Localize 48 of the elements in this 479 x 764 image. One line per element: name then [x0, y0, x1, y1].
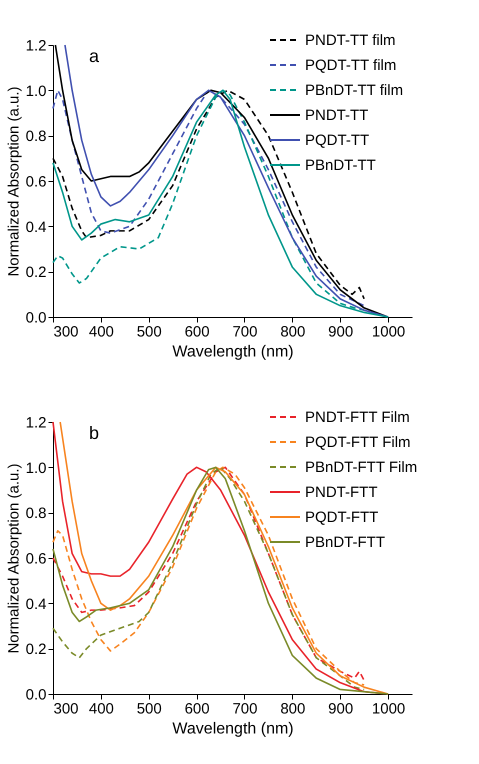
y-tick-label: 0.4: [26, 596, 46, 613]
x-tick-label: 700: [232, 700, 258, 718]
legend-label: PQDT-TT: [305, 132, 370, 149]
x-tick-label: 700: [232, 324, 258, 340]
x-tick-label: 900: [328, 324, 354, 340]
x-tick-label: 600: [184, 324, 210, 340]
legend-label: PQDT-TT film: [305, 57, 396, 74]
x-tick-label: 1000: [372, 700, 406, 718]
y-tick-label: 0.8: [26, 128, 46, 146]
x-tick-label: 600: [184, 700, 210, 718]
y-axis-title: Normalized Absorption (a.u.): [6, 86, 23, 277]
y-tick-label: 1.2: [26, 38, 46, 54]
x-tick-label: 800: [280, 324, 306, 340]
annotation: b: [89, 423, 100, 443]
y-tick-label: 0.2: [26, 264, 46, 282]
y-axis-title: Normalized Absorption (a.u.): [6, 463, 23, 654]
y-tick-label: 1.0: [26, 82, 46, 100]
legend-label: PNDT-FTT: [305, 484, 378, 501]
legend-label: PNDT-TT: [305, 107, 368, 124]
y-tick-label: 1.0: [26, 460, 46, 477]
x-tick-label: 400: [88, 700, 114, 718]
y-tick-label: 0.8: [26, 505, 46, 522]
y-tick-label: 0.0: [26, 310, 46, 326]
annotation: a: [89, 46, 100, 66]
y-tick-label: 0.0: [26, 686, 46, 704]
y-tick-label: 0.2: [26, 641, 46, 658]
legend-label: PQDT-FTT: [305, 509, 378, 526]
y-tick-label: 0.4: [26, 218, 46, 236]
x-tick-label: 800: [280, 700, 306, 718]
y-tick-label: 0.6: [26, 174, 46, 190]
legend-label: PBnDT-TT film: [305, 82, 404, 99]
x-tick-label: 1000: [372, 324, 406, 340]
legend-label: PBnDT-FTT: [305, 534, 386, 551]
x-axis-title: Wavelength (nm): [172, 720, 294, 738]
legend-label: PBnDT-FTT Film: [305, 459, 418, 476]
y-tick-label: 1.2: [26, 414, 46, 432]
legend-label: PNDT-TT film: [305, 32, 396, 49]
legend-label: PQDT-FTT Film: [305, 434, 411, 451]
x-tick-label: 300: [54, 324, 79, 340]
x-axis-title: Wavelength (nm): [172, 344, 294, 360]
legend-label: PNDT-FTT Film: [305, 409, 410, 426]
x-tick-label: 900: [328, 700, 354, 718]
x-tick-label: 500: [136, 700, 162, 718]
x-tick-label: 400: [88, 324, 114, 340]
x-tick-label: 500: [136, 324, 162, 340]
x-tick-label: 300: [54, 700, 79, 718]
y-tick-label: 0.6: [26, 550, 46, 568]
legend-label: PBnDT-TT: [305, 157, 376, 174]
